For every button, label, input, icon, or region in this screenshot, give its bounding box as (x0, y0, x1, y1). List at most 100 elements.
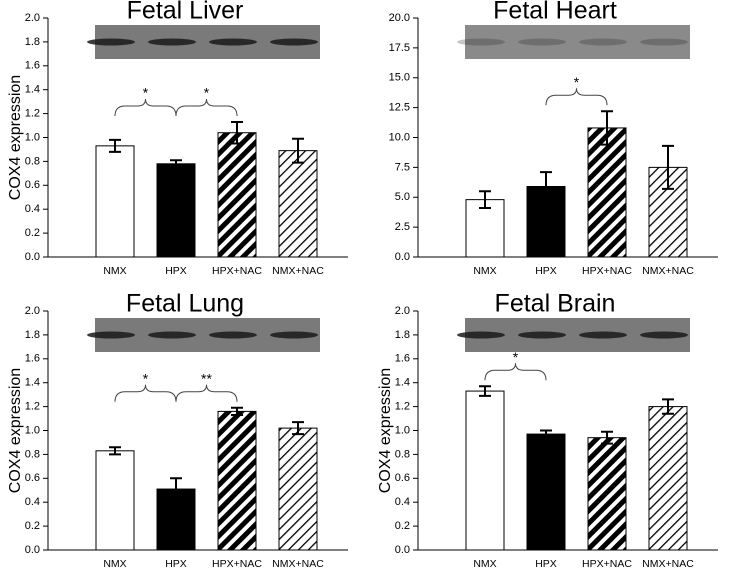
x-tick-label: NMX+NAC (642, 558, 694, 570)
error-bar (662, 144, 674, 190)
y-tick-label: 20.0 (389, 12, 410, 24)
y-tick-label: 1.8 (25, 36, 40, 48)
y-tick-label: 10.0 (389, 131, 410, 143)
blot-band (270, 38, 318, 46)
y-tick-label: 1.0 (25, 424, 40, 436)
y-tick-label: 2.0 (25, 305, 40, 317)
y-axis-label: COX4 expression (7, 368, 24, 493)
bar (217, 132, 257, 258)
bar (587, 127, 627, 258)
y-tick-label: 0.0 (395, 251, 410, 263)
error-bar (109, 138, 121, 153)
y-tick-label: 1.6 (395, 353, 410, 365)
y-tick-label: 1.2 (25, 108, 40, 120)
y-tick-label: 2.0 (25, 12, 40, 24)
significance-label: * (204, 85, 210, 101)
x-tick-label: NMX+NAC (272, 558, 324, 570)
y-tick-label: 0.4 (25, 203, 40, 215)
significance-label: * (143, 85, 149, 101)
y-tick-label: 1.6 (25, 60, 40, 72)
blot-band (209, 38, 257, 46)
significance-label: * (143, 370, 149, 386)
y-tick-label: 5.0 (395, 191, 410, 203)
error-bar (231, 406, 243, 416)
significance-bracket (114, 384, 177, 402)
bar (587, 437, 627, 551)
blot-band (457, 38, 505, 46)
bar (465, 390, 505, 551)
x-tick-label: HPX (165, 265, 187, 277)
blot-band (579, 38, 627, 46)
significance-bracket (175, 98, 238, 116)
panel: Fetal Liver COX4 expression 0.0 0.2 0.4 0.6 0.… (7, 0, 348, 277)
blot-band (518, 331, 566, 339)
blot-band (457, 331, 505, 339)
significance-bracket (114, 98, 177, 116)
chart-title: Fetal Lung (126, 290, 244, 318)
blot-band (209, 331, 257, 339)
blot-band (87, 331, 135, 339)
blot-band (640, 38, 688, 46)
y-tick-label: 0.4 (395, 496, 410, 508)
x-tick-label: NMX (103, 558, 126, 570)
bar (95, 145, 135, 258)
bar (648, 406, 688, 551)
bar (217, 410, 257, 551)
blot-band (640, 331, 688, 339)
error-bar (540, 171, 552, 202)
bar (95, 450, 135, 551)
x-tick-label: NMX (103, 265, 126, 277)
y-tick-label: 15.0 (389, 72, 410, 84)
y-tick-label: 2.0 (395, 305, 410, 317)
western-blot (465, 25, 690, 59)
y-axis-label: COX4 expression (7, 75, 24, 200)
error-bar (170, 159, 182, 169)
y-tick-label: 0.0 (395, 544, 410, 556)
significance-bracket (484, 363, 547, 381)
y-tick-label: 0.6 (25, 179, 40, 191)
blot-band (87, 38, 135, 46)
x-tick-label: HPX+NAC (212, 265, 262, 277)
error-bar (170, 477, 182, 501)
significance-bracket (545, 88, 608, 106)
y-tick-label: 1.2 (395, 401, 410, 413)
y-tick-label: 0.2 (395, 520, 410, 532)
significance-label: * (574, 74, 580, 90)
x-tick-label: NMX+NAC (272, 265, 324, 277)
x-tick-label: NMX+NAC (642, 265, 694, 277)
panel: Fetal Heart 0.0 2.5 5.0 7.5 10.0 12.5 15.0 17.5 2… (389, 0, 718, 277)
x-tick-label: HPX+NAC (582, 265, 632, 277)
error-bar (479, 385, 491, 397)
y-tick-label: 2.5 (395, 221, 410, 233)
panel: Fetal Brain COX4 expression 0.0 0.2 0.4 0.6 0.… (377, 290, 718, 570)
bar (156, 163, 196, 258)
significance-bracket (175, 384, 238, 402)
blot-band (270, 331, 318, 339)
chart-title: Fetal Brain (495, 290, 616, 318)
x-tick-label: HPX (535, 265, 557, 277)
error-bar (479, 190, 491, 210)
y-tick-label: 1.2 (25, 401, 40, 413)
blot-band (148, 38, 196, 46)
y-tick-label: 0.0 (25, 544, 40, 556)
y-tick-label: 1.0 (25, 131, 40, 143)
y-tick-label: 12.5 (389, 102, 410, 114)
x-tick-label: HPX (165, 558, 187, 570)
y-tick-label: 0.6 (25, 472, 40, 484)
chart-title: Fetal Heart (493, 0, 617, 25)
y-axis-label: COX4 expression (377, 368, 394, 493)
y-tick-label: 1.4 (25, 84, 40, 96)
error-bar (601, 110, 613, 146)
error-bar (292, 421, 304, 436)
significance-label: ** (201, 370, 212, 386)
y-tick-label: 1.6 (25, 353, 40, 365)
y-tick-label: 0.2 (25, 520, 40, 532)
error-bar (540, 429, 552, 439)
x-tick-label: NMX (473, 265, 496, 277)
chart-title: Fetal Liver (127, 0, 244, 25)
y-tick-label: 17.5 (389, 42, 410, 54)
panel: Fetal Lung COX4 expression 0.0 0.2 0.4 0.6 0.8… (7, 290, 348, 570)
y-tick-label: 0.0 (25, 251, 40, 263)
y-tick-label: 0.4 (25, 496, 40, 508)
